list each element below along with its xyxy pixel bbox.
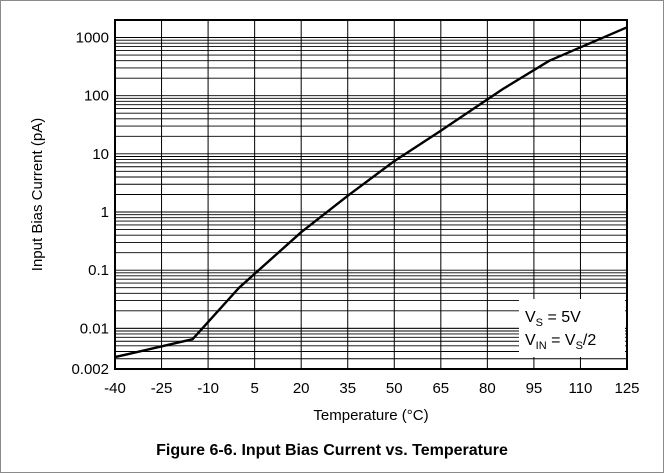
x-tick-label: 50 xyxy=(386,380,403,397)
y-tick-label: 1000 xyxy=(76,30,109,47)
x-tick-label: -25 xyxy=(151,380,173,397)
x-tick-label: 110 xyxy=(568,380,592,397)
legend-annotation: VS = 5V xyxy=(525,309,581,329)
plot-area xyxy=(114,19,628,370)
y-tick-label: 100 xyxy=(84,88,109,105)
legend-annotation: VIN = VS/2 xyxy=(525,332,596,352)
x-tick-label: 80 xyxy=(479,380,496,397)
x-axis-ticks: -40 -25 -10 5 20 35 50 65 80 95 110 125 xyxy=(104,380,639,397)
y-axis-label: Input Bias Current (pA) xyxy=(29,118,46,271)
x-tick-label: 125 xyxy=(614,380,639,397)
x-tick-label: -40 xyxy=(104,380,126,397)
x-tick-label: 65 xyxy=(432,380,449,397)
x-tick-label: 35 xyxy=(339,380,356,397)
figure-caption: Figure 6-6. Input Bias Current vs. Tempe… xyxy=(156,442,508,459)
y-axis-ticks: 0.002 0.01 0.1 1 10 100 1000 xyxy=(71,30,109,378)
legend-box xyxy=(519,299,625,357)
legend: VS = 5V VIN = VS/2 xyxy=(525,309,596,352)
x-tick-label: 20 xyxy=(293,380,310,397)
x-axis-label: Temperature (°C) xyxy=(313,407,428,424)
x-tick-label: -10 xyxy=(197,380,219,397)
y-tick-label: 0.002 xyxy=(71,361,109,378)
y-tick-label: 10 xyxy=(92,146,109,163)
y-tick-label: 0.1 xyxy=(88,262,109,279)
y-tick-label: 0.01 xyxy=(80,320,109,337)
y-tick-label: 1 xyxy=(101,204,109,221)
series-line xyxy=(114,26,628,359)
x-tick-label: 95 xyxy=(526,380,543,397)
x-tick-label: 5 xyxy=(250,380,258,397)
series-layer xyxy=(114,26,628,359)
